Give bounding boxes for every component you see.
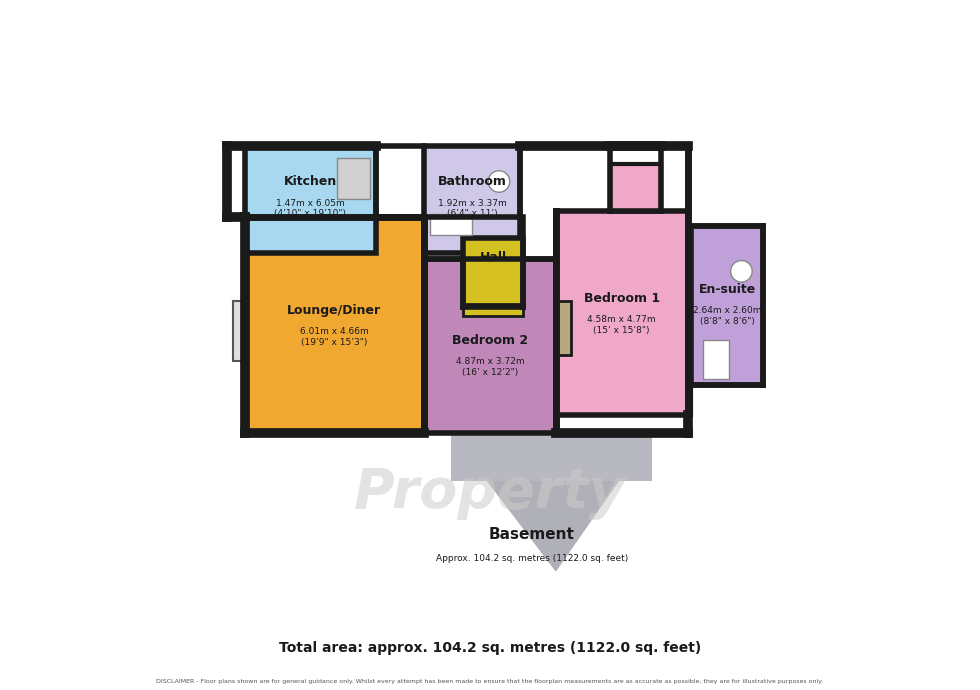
- Text: Bathroom: Bathroom: [438, 175, 507, 188]
- Bar: [610, 164, 661, 211]
- Text: 4.58m x 4.77m
(15’ x 15’8"): 4.58m x 4.77m (15’ x 15’8"): [587, 315, 656, 335]
- Text: 1.47m x 6.05m
(4’10" x 19’10"): 1.47m x 6.05m (4’10" x 19’10"): [274, 199, 346, 218]
- Text: En-suite: En-suite: [699, 283, 756, 296]
- Text: 1.92m x 3.37m
(6’4" x 11’): 1.92m x 3.37m (6’4" x 11’): [438, 199, 507, 218]
- Bar: [464, 238, 523, 307]
- Bar: [691, 226, 763, 385]
- Text: Lounge/Diner: Lounge/Diner: [287, 304, 381, 317]
- Bar: [430, 215, 472, 235]
- Text: Bedroom 1: Bedroom 1: [584, 292, 660, 305]
- Circle shape: [488, 170, 510, 193]
- Polygon shape: [451, 433, 652, 571]
- Text: Bedroom 2: Bedroom 2: [452, 334, 528, 346]
- Bar: [703, 340, 729, 379]
- Bar: [424, 259, 556, 433]
- Text: Hall: Hall: [479, 251, 507, 264]
- Bar: [245, 217, 424, 433]
- Text: Basement: Basement: [489, 527, 575, 542]
- Text: DISCLAIMER - Floor plans shown are for general guidance only. Whilst every attem: DISCLAIMER - Floor plans shown are for g…: [157, 679, 823, 684]
- Text: 2.64m x 2.60m
(8’8" x 8’6"): 2.64m x 2.60m (8’8" x 8’6"): [693, 306, 761, 326]
- Text: Kitchen: Kitchen: [284, 175, 337, 188]
- Bar: [556, 211, 688, 415]
- Bar: [556, 302, 570, 355]
- Bar: [451, 430, 652, 481]
- Text: 6.01m x 4.66m
(19’9" x 15’3"): 6.01m x 4.66m (19’9" x 15’3"): [300, 328, 368, 347]
- Bar: [464, 304, 523, 316]
- Circle shape: [731, 261, 753, 282]
- Bar: [337, 157, 370, 199]
- Bar: [242, 304, 246, 358]
- Bar: [424, 146, 520, 253]
- Bar: [245, 146, 376, 253]
- Text: Approx. 104.2 sq. metres (1122.0 sq. feet): Approx. 104.2 sq. metres (1122.0 sq. fee…: [436, 554, 628, 563]
- Text: Total area: approx. 104.2 sq. metres (1122.0 sq. feet): Total area: approx. 104.2 sq. metres (11…: [279, 642, 701, 656]
- Text: 4.87m x 3.72m
(16’ x 12’2"): 4.87m x 3.72m (16’ x 12’2"): [456, 357, 524, 377]
- Bar: [232, 302, 245, 361]
- Text: Property: Property: [354, 466, 626, 520]
